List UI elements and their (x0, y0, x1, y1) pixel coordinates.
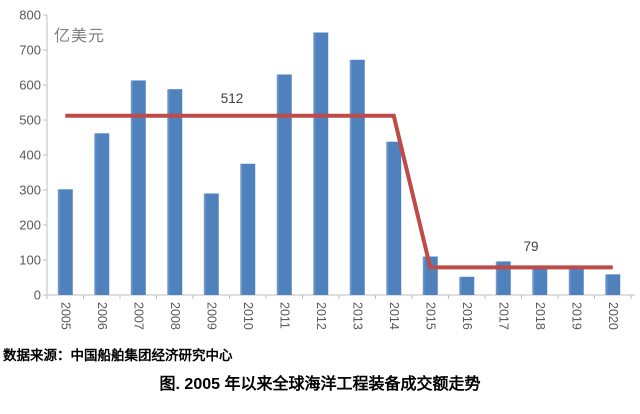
y-axis-tick-label: 800 (19, 8, 41, 23)
x-axis-year-label: 2018 (533, 302, 547, 330)
y-axis-tick-label: 200 (19, 218, 41, 233)
bar-2019 (568, 267, 584, 295)
y-axis-tick-label: 500 (19, 113, 41, 128)
x-axis-year-label: 2009 (204, 302, 218, 330)
bar-2012 (313, 32, 329, 295)
x-axis-year-label: 2014 (387, 302, 401, 330)
y-axis-tick-label: 400 (19, 148, 41, 163)
x-axis-year-label: 2010 (241, 302, 255, 330)
bar-2006 (94, 133, 110, 295)
x-axis-year-label: 2013 (350, 302, 364, 330)
bar-line-chart: 0 100 200 300 400 500 600 700 800 2005 2006 2007 200… (19, 8, 635, 330)
bar-2011 (276, 74, 292, 295)
x-axis-year-label: 2005 (58, 302, 72, 330)
y-axis-tick-label: 600 (19, 78, 41, 93)
line-value-annotation: 512 (221, 91, 244, 106)
y-axis-tick-label: 300 (19, 183, 41, 198)
x-axis-year-label: 2012 (314, 302, 328, 330)
bar-2008 (167, 89, 183, 295)
bar-2014 (386, 141, 402, 295)
x-axis-year-label: 2016 (460, 302, 474, 330)
x-axis-year-label: 2017 (496, 302, 510, 330)
y-axis-tick-label: 100 (19, 253, 41, 268)
bar-2010 (240, 163, 256, 295)
x-axis-year-label: 2019 (569, 302, 583, 330)
x-axis-year-label: 2020 (606, 302, 620, 330)
x-axis-year-label: 2008 (168, 302, 182, 330)
bar-2020 (605, 274, 621, 295)
bar-2007 (130, 80, 146, 295)
y-axis-tick-label: 700 (19, 43, 41, 58)
bar-2009 (203, 193, 219, 295)
chart-caption: 图. 2005 年以来全球海洋工程装备成交额走势 (159, 376, 481, 393)
x-axis-year-label: 2006 (95, 302, 109, 330)
bar-2017 (495, 261, 511, 295)
bar-2013 (349, 59, 365, 295)
bar-2018 (532, 267, 548, 295)
line-value-annotation: 79 (523, 239, 538, 254)
bar-2005 (57, 189, 73, 295)
average-line (65, 113, 613, 270)
x-axis-year-label: 2015 (423, 302, 437, 330)
y-axis-unit-label: 亿美元 (54, 28, 106, 45)
bar-2016 (459, 276, 475, 295)
y-axis-tick-label: 0 (34, 288, 41, 303)
data-source-text: 数据来源：中国船舶集团经济研究中心 (3, 348, 233, 363)
x-axis-year-label: 2007 (131, 302, 145, 330)
x-axis-year-label: 2011 (277, 302, 291, 329)
